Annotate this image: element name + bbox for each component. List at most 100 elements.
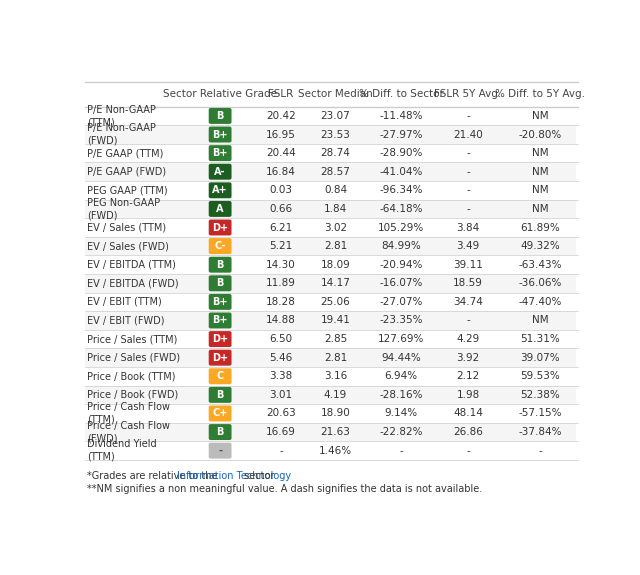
Text: -: - xyxy=(467,316,470,325)
Text: FSLR 5Y Avg.: FSLR 5Y Avg. xyxy=(435,90,502,99)
Text: 5.21: 5.21 xyxy=(269,241,292,251)
FancyBboxPatch shape xyxy=(209,201,232,217)
Text: -: - xyxy=(218,446,222,455)
Bar xyxy=(85,311,579,330)
Bar xyxy=(85,237,579,255)
Bar xyxy=(85,386,579,404)
FancyBboxPatch shape xyxy=(209,405,232,421)
Bar xyxy=(85,106,579,125)
Text: C-: C- xyxy=(214,241,226,251)
FancyBboxPatch shape xyxy=(209,369,232,384)
Text: 16.84: 16.84 xyxy=(266,167,296,177)
Text: -47.40%: -47.40% xyxy=(518,297,562,307)
Text: -: - xyxy=(467,204,470,214)
Text: 2.81: 2.81 xyxy=(324,241,347,251)
Bar xyxy=(85,293,579,311)
Bar xyxy=(85,181,579,200)
Text: Information Technology: Information Technology xyxy=(177,471,291,481)
Text: P/E GAAP (FWD): P/E GAAP (FWD) xyxy=(88,167,166,177)
Text: C+: C+ xyxy=(212,408,228,419)
FancyBboxPatch shape xyxy=(209,313,232,328)
Text: **NM signifies a non meaningful value. A dash signifies the data is not availabl: **NM signifies a non meaningful value. A… xyxy=(88,484,483,494)
FancyBboxPatch shape xyxy=(209,256,232,273)
Text: 0.84: 0.84 xyxy=(324,185,347,196)
Text: 20.63: 20.63 xyxy=(266,408,296,419)
Text: 18.28: 18.28 xyxy=(266,297,296,307)
Text: 20.42: 20.42 xyxy=(266,111,296,121)
Text: P/E Non-GAAP
(TTM): P/E Non-GAAP (TTM) xyxy=(88,105,156,127)
Text: 51.31%: 51.31% xyxy=(520,334,560,344)
Text: 39.11: 39.11 xyxy=(453,260,483,270)
Text: -11.48%: -11.48% xyxy=(380,111,423,121)
FancyBboxPatch shape xyxy=(209,182,232,198)
Text: EV / EBITDA (FWD): EV / EBITDA (FWD) xyxy=(88,278,179,288)
Text: 5.46: 5.46 xyxy=(269,352,292,363)
Text: 3.16: 3.16 xyxy=(324,371,347,381)
Text: -37.84%: -37.84% xyxy=(518,427,562,437)
Text: A-: A- xyxy=(214,167,226,177)
Text: B+: B+ xyxy=(212,316,228,325)
Text: -: - xyxy=(279,446,283,455)
Bar xyxy=(85,423,579,442)
Text: EV / EBIT (FWD): EV / EBIT (FWD) xyxy=(88,316,165,325)
FancyBboxPatch shape xyxy=(209,220,232,236)
Text: -96.34%: -96.34% xyxy=(380,185,423,196)
Text: A: A xyxy=(216,204,224,214)
Text: B: B xyxy=(216,260,224,270)
Bar xyxy=(85,442,579,460)
Text: 4.19: 4.19 xyxy=(324,390,347,400)
Text: sector: sector xyxy=(241,471,275,481)
Text: P/E GAAP (TTM): P/E GAAP (TTM) xyxy=(88,148,164,158)
Text: Dividend Yield
(TTM): Dividend Yield (TTM) xyxy=(88,439,157,462)
Text: 1.46%: 1.46% xyxy=(319,446,352,455)
Bar xyxy=(85,404,579,423)
Text: 4.29: 4.29 xyxy=(456,334,480,344)
Text: 25.06: 25.06 xyxy=(321,297,350,307)
Text: % Diff. to Sector: % Diff. to Sector xyxy=(359,90,444,99)
Text: B: B xyxy=(216,111,224,121)
Text: 28.57: 28.57 xyxy=(321,167,350,177)
Text: 14.88: 14.88 xyxy=(266,316,296,325)
Text: -28.90%: -28.90% xyxy=(380,148,423,158)
Text: Price / Sales (FWD): Price / Sales (FWD) xyxy=(88,352,180,363)
Text: 21.40: 21.40 xyxy=(453,129,483,140)
FancyBboxPatch shape xyxy=(209,126,232,143)
Text: 49.32%: 49.32% xyxy=(520,241,560,251)
Text: 28.74: 28.74 xyxy=(321,148,350,158)
Text: 3.92: 3.92 xyxy=(456,352,480,363)
Text: B+: B+ xyxy=(212,129,228,140)
Text: -16.07%: -16.07% xyxy=(380,278,423,288)
Text: EV / Sales (FWD): EV / Sales (FWD) xyxy=(88,241,170,251)
Bar xyxy=(85,348,579,367)
Text: -: - xyxy=(467,446,470,455)
Text: 14.17: 14.17 xyxy=(321,278,350,288)
Text: 61.89%: 61.89% xyxy=(520,223,560,232)
Text: 2.85: 2.85 xyxy=(324,334,347,344)
Text: -: - xyxy=(538,446,542,455)
Text: NM: NM xyxy=(532,148,548,158)
Text: 1.98: 1.98 xyxy=(456,390,480,400)
Text: -23.35%: -23.35% xyxy=(380,316,423,325)
Text: -: - xyxy=(399,446,403,455)
Text: -28.16%: -28.16% xyxy=(380,390,423,400)
Text: 39.07%: 39.07% xyxy=(520,352,560,363)
Text: % Diff. to 5Y Avg.: % Diff. to 5Y Avg. xyxy=(495,90,585,99)
Text: 3.01: 3.01 xyxy=(269,390,292,400)
Text: 3.38: 3.38 xyxy=(269,371,292,381)
Text: -27.97%: -27.97% xyxy=(380,129,423,140)
Text: Sector Median: Sector Median xyxy=(298,90,373,99)
Text: 59.53%: 59.53% xyxy=(520,371,560,381)
Text: 6.94%: 6.94% xyxy=(385,371,418,381)
Text: D+: D+ xyxy=(212,334,228,344)
Text: D+: D+ xyxy=(212,223,228,232)
Text: EV / EBIT (TTM): EV / EBIT (TTM) xyxy=(88,297,162,307)
Text: 18.90: 18.90 xyxy=(321,408,350,419)
Text: 127.69%: 127.69% xyxy=(378,334,424,344)
Text: 105.29%: 105.29% xyxy=(378,223,424,232)
Text: 0.03: 0.03 xyxy=(269,185,292,196)
FancyBboxPatch shape xyxy=(209,164,232,180)
Text: 2.81: 2.81 xyxy=(324,352,347,363)
Text: -36.06%: -36.06% xyxy=(518,278,562,288)
Text: 3.49: 3.49 xyxy=(456,241,480,251)
Text: B+: B+ xyxy=(212,148,228,158)
